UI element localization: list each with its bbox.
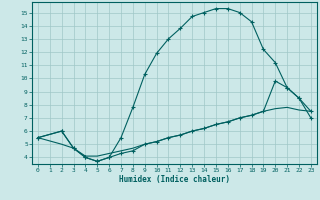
X-axis label: Humidex (Indice chaleur): Humidex (Indice chaleur) <box>119 175 230 184</box>
